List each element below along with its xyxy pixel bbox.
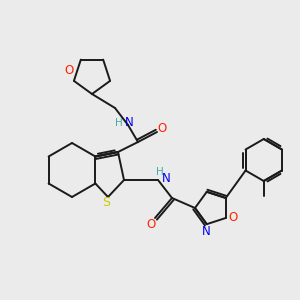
Text: N: N — [202, 225, 211, 238]
Text: O: O — [228, 212, 237, 224]
Text: O: O — [65, 64, 74, 77]
Text: H: H — [115, 118, 123, 128]
Text: S: S — [102, 196, 110, 208]
Text: N: N — [162, 172, 170, 184]
Text: O: O — [146, 218, 156, 232]
Text: O: O — [158, 122, 166, 136]
Text: N: N — [124, 116, 134, 130]
Text: H: H — [156, 167, 164, 177]
